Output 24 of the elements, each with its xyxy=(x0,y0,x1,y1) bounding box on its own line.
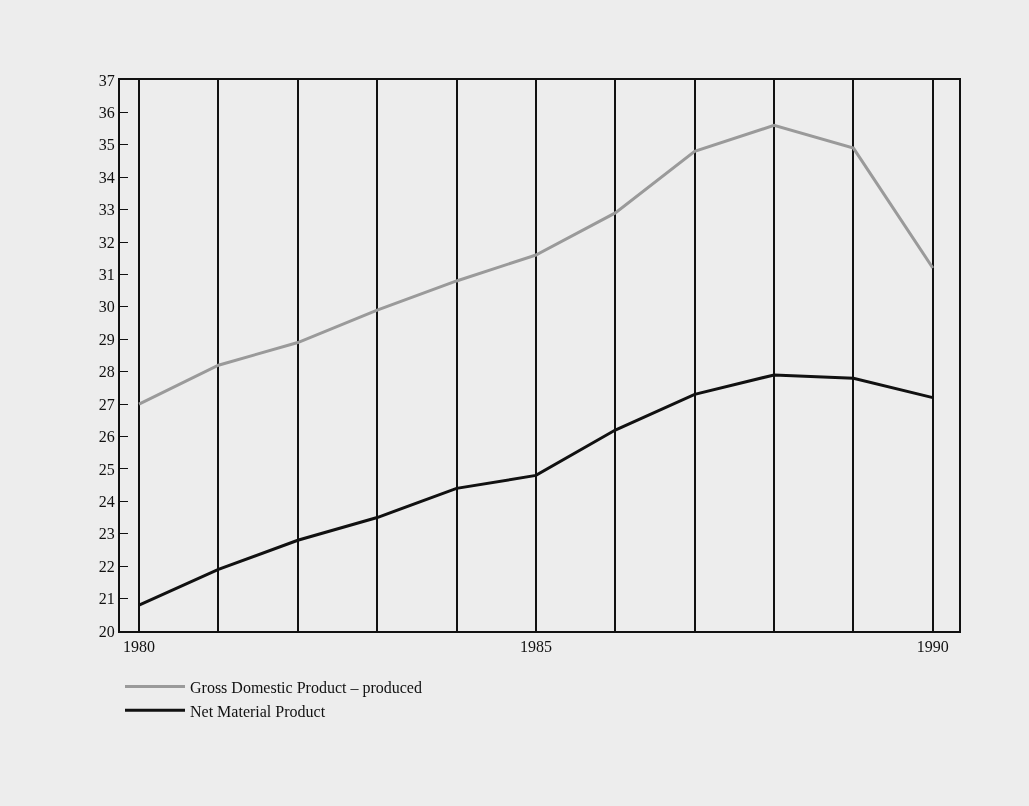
y-tick-label: 21 xyxy=(98,590,115,608)
y-tick-label: 32 xyxy=(98,233,115,251)
legend-label: Gross Domestic Product – produced xyxy=(190,678,422,697)
y-tick-label: 27 xyxy=(98,395,115,413)
y-tick-label: 24 xyxy=(98,492,115,510)
y-tick-label: 22 xyxy=(98,557,115,575)
y-tick-label: 33 xyxy=(98,201,115,219)
y-tick-label: 28 xyxy=(98,363,115,381)
y-tick-label: 30 xyxy=(98,298,115,316)
y-tick-label: 36 xyxy=(98,104,115,122)
x-tick-label: 1990 xyxy=(916,638,949,656)
y-tick-label: 23 xyxy=(98,525,115,543)
y-tick-label: 31 xyxy=(98,266,115,284)
legend-label: Net Material Product xyxy=(190,702,326,720)
y-tick-label: 37 xyxy=(98,71,115,89)
line-series xyxy=(137,123,935,406)
y-tick-label: 26 xyxy=(98,428,115,446)
y-tick-label: 25 xyxy=(98,460,115,478)
y-tick-label: 29 xyxy=(98,330,115,348)
y-tick-label: 20 xyxy=(98,622,115,640)
y-tick-label: 34 xyxy=(98,168,115,186)
x-tick-label: 1985 xyxy=(519,638,552,656)
x-tick-label: 1980 xyxy=(123,638,156,656)
y-tick-label: 35 xyxy=(98,136,115,154)
